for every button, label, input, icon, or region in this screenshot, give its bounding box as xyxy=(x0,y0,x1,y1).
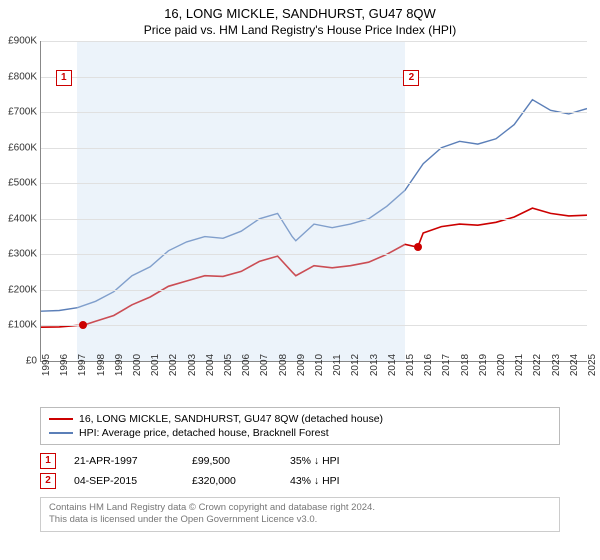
footer-line: This data is licensed under the Open Gov… xyxy=(49,514,551,526)
y-axis-label: £700K xyxy=(1,107,37,118)
legend-swatch xyxy=(49,418,73,420)
legend-row: 16, LONG MICKLE, SANDHURST, GU47 8QW (de… xyxy=(49,412,551,426)
y-axis-label: £500K xyxy=(1,178,37,189)
sale-date: 04-SEP-2015 xyxy=(74,475,174,487)
page-subtitle: Price paid vs. HM Land Registry's House … xyxy=(0,21,600,41)
gridline xyxy=(41,254,587,255)
sale-dot-icon xyxy=(414,243,422,251)
x-axis-label: 2025 xyxy=(587,354,600,376)
legend-label: 16, LONG MICKLE, SANDHURST, GU47 8QW (de… xyxy=(79,413,383,425)
page-title: 16, LONG MICKLE, SANDHURST, GU47 8QW xyxy=(0,0,600,21)
y-axis-label: £0 xyxy=(1,356,37,367)
sale-date: 21-APR-1997 xyxy=(74,455,174,467)
y-axis-label: £900K xyxy=(1,36,37,47)
y-axis-label: £800K xyxy=(1,71,37,82)
shaded-band xyxy=(77,41,405,361)
sale-marker-box: 2 xyxy=(403,70,419,86)
table-row: 1 21-APR-1997 £99,500 35% ↓ HPI xyxy=(40,451,560,471)
legend-swatch xyxy=(49,432,73,434)
sale-marker-icon: 1 xyxy=(40,453,56,469)
plot-region: £0£100K£200K£300K£400K£500K£600K£700K£80… xyxy=(40,41,587,362)
y-axis-label: £100K xyxy=(1,320,37,331)
legend-row: HPI: Average price, detached house, Brac… xyxy=(49,426,551,440)
gridline xyxy=(41,183,587,184)
legend: 16, LONG MICKLE, SANDHURST, GU47 8QW (de… xyxy=(40,407,560,445)
gridline xyxy=(41,77,587,78)
gridline xyxy=(41,148,587,149)
chart-area: £0£100K£200K£300K£400K£500K£600K£700K£80… xyxy=(40,41,586,401)
sale-marker-box: 1 xyxy=(56,70,72,86)
attribution-footer: Contains HM Land Registry data © Crown c… xyxy=(40,497,560,532)
gridline xyxy=(41,325,587,326)
sale-dot-icon xyxy=(79,321,87,329)
chart-page: 16, LONG MICKLE, SANDHURST, GU47 8QW Pri… xyxy=(0,0,600,560)
y-axis-label: £600K xyxy=(1,142,37,153)
sales-table: 1 21-APR-1997 £99,500 35% ↓ HPI 2 04-SEP… xyxy=(40,451,560,491)
y-axis-label: £400K xyxy=(1,213,37,224)
gridline xyxy=(41,219,587,220)
sale-price: £99,500 xyxy=(192,455,272,467)
table-row: 2 04-SEP-2015 £320,000 43% ↓ HPI xyxy=(40,471,560,491)
sale-marker-icon: 2 xyxy=(40,473,56,489)
y-axis-label: £300K xyxy=(1,249,37,260)
sale-price: £320,000 xyxy=(192,475,272,487)
sale-delta: 43% ↓ HPI xyxy=(290,475,340,487)
gridline xyxy=(41,112,587,113)
footer-line: Contains HM Land Registry data © Crown c… xyxy=(49,502,551,514)
sale-delta: 35% ↓ HPI xyxy=(290,455,340,467)
gridline xyxy=(41,290,587,291)
legend-label: HPI: Average price, detached house, Brac… xyxy=(79,427,329,439)
y-axis-label: £200K xyxy=(1,284,37,295)
gridline xyxy=(41,41,587,42)
